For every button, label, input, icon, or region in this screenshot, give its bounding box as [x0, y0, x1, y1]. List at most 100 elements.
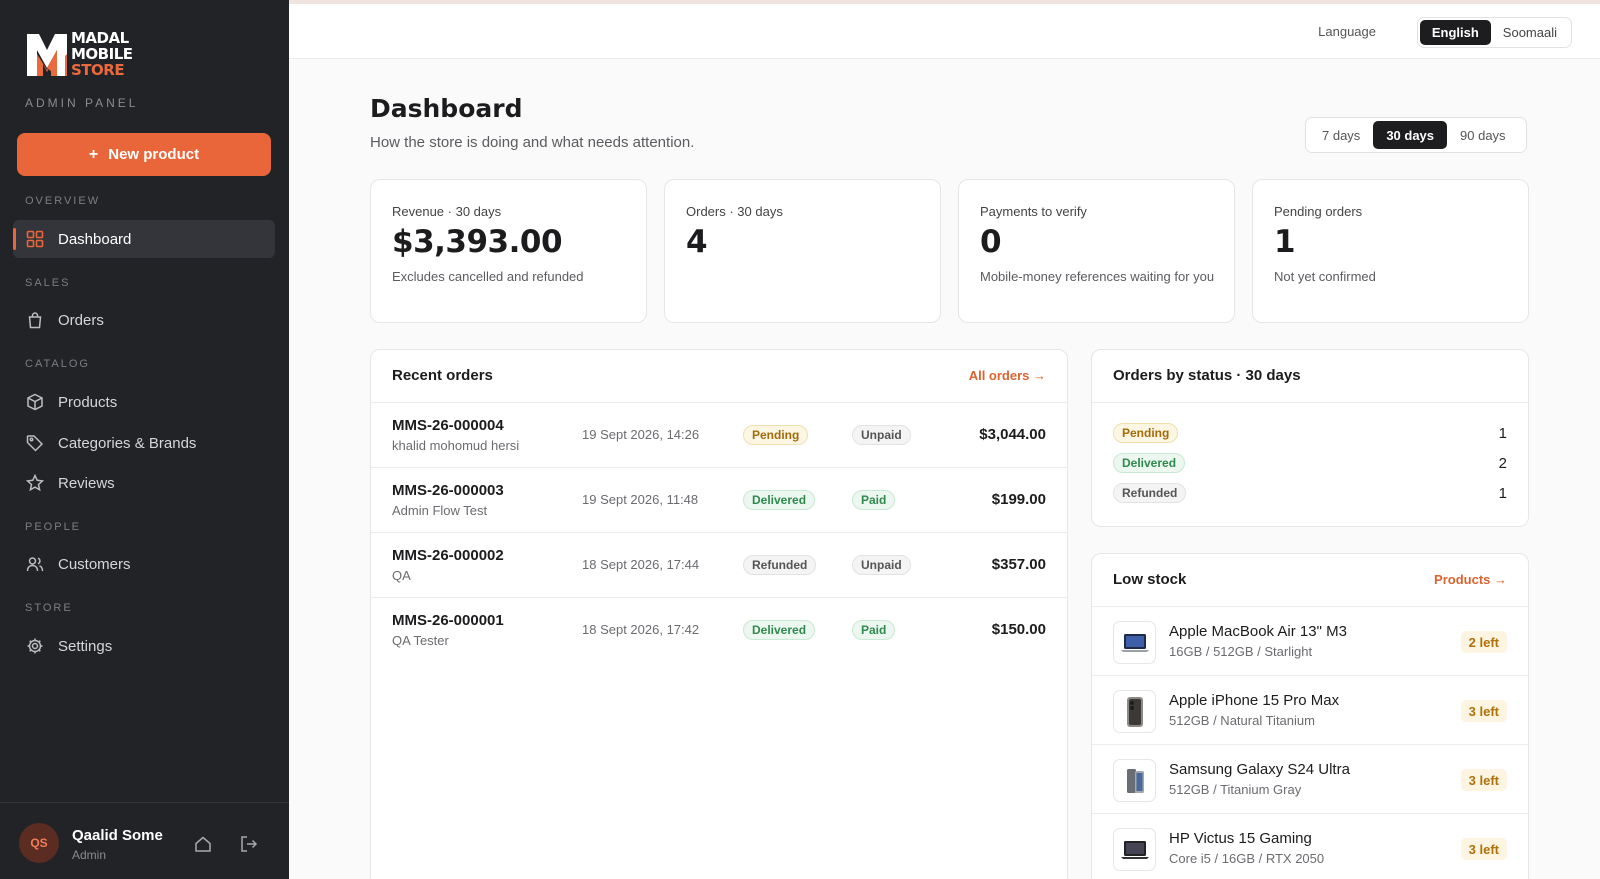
language-option-soomaali[interactable]: Soomaali [1502, 25, 1557, 40]
low-stock-title: Low stock [1113, 571, 1187, 588]
product-spec: 16GB / 512GB / Starlight [1169, 644, 1313, 659]
stat-label: Revenue · 30 days [392, 204, 502, 219]
sidebar-item-settings[interactable]: Settings [13, 627, 275, 665]
sidebar-item-categories-brands[interactable]: Categories & Brands [13, 424, 275, 462]
orders-by-status-title: Orders by status · 30 days [1113, 367, 1301, 384]
logo-text-line1: MADAL [71, 29, 129, 47]
order-amount: $199.00 [991, 491, 1046, 508]
logo-text-line2: MOBILE [71, 45, 133, 63]
logout-icon[interactable] [240, 835, 258, 853]
user-role: Admin [72, 848, 107, 862]
order-amount: $357.00 [991, 556, 1046, 573]
section-sales: SALES [25, 277, 71, 289]
list-item[interactable]: Samsung Galaxy S24 Ultra 512GB / Titaniu… [1092, 745, 1528, 814]
sidebar-item-label: Products [58, 393, 118, 411]
stat-value: 1 [1274, 224, 1296, 260]
laptop-icon [1113, 621, 1156, 664]
divider [1092, 606, 1528, 607]
stat-label: Pending orders [1274, 204, 1363, 219]
sidebar-item-products[interactable]: Products [13, 383, 275, 421]
avatar[interactable]: QS [19, 823, 59, 863]
order-date: 19 Sept 2026, 14:26 [582, 427, 700, 442]
page-title: Dashboard [370, 94, 523, 123]
sidebar-item-reviews[interactable]: Reviews [13, 464, 275, 502]
users-icon [25, 554, 45, 574]
payment-badge: Paid [852, 620, 896, 640]
language-switch: English Soomaali [1416, 17, 1572, 48]
product-name: HP Victus 15 Gaming [1169, 830, 1312, 847]
stat-note: Mobile-money references waiting for you [980, 269, 1215, 284]
stat-value: $3,393.00 [392, 224, 563, 260]
order-customer: Admin Flow Test [392, 503, 488, 518]
status-row: Delivered 2 [1113, 453, 1507, 475]
section-store: STORE [25, 602, 73, 614]
product-spec: 512GB / Titanium Gray [1169, 782, 1302, 797]
table-row[interactable]: MMS-26-000002 QA 18 Sept 2026, 17:44 Ref… [371, 533, 1067, 598]
stat-card-payments-to-verify: Payments to verify 0 Mobile-money refere… [958, 179, 1235, 323]
table-row[interactable]: MMS-26-000003 Admin Flow Test 19 Sept 20… [371, 468, 1067, 533]
gear-icon [25, 636, 45, 656]
sidebar-item-label: Orders [58, 311, 104, 329]
all-orders-link[interactable]: All orders → [968, 368, 1046, 383]
stat-value: 4 [686, 224, 708, 260]
stat-card-orders: Orders · 30 days 4 [664, 179, 941, 323]
sidebar-item-orders[interactable]: Orders [13, 301, 275, 339]
status-badge: Delivered [743, 490, 816, 510]
stock-left-badge: 2 left [1460, 631, 1507, 653]
stat-label: Payments to verify [980, 204, 1087, 219]
product-name: Apple iPhone 15 Pro Max [1169, 692, 1340, 709]
products-link[interactable]: Products → [1434, 572, 1507, 587]
new-product-label: New product [108, 146, 200, 163]
table-row[interactable]: MMS-26-000004 khalid mohomud hersi 19 Se… [371, 403, 1067, 468]
phone-icon [1113, 759, 1156, 802]
sidebar-item-dashboard[interactable]: Dashboard [13, 220, 275, 258]
range-90-days[interactable]: 90 days [1460, 127, 1506, 143]
status-row: Refunded 1 [1113, 483, 1507, 505]
language-option-english[interactable]: English [1419, 20, 1491, 45]
order-id: MMS-26-000002 [392, 547, 504, 564]
status-count: 1 [1498, 425, 1507, 442]
order-amount: $150.00 [991, 621, 1046, 638]
brand-logo[interactable]: MADAL MOBILE STORE [25, 30, 133, 78]
product-name: Apple MacBook Air 13" M3 [1169, 623, 1347, 640]
status-badge: Delivered [743, 620, 816, 640]
range-30-days[interactable]: 30 days [1373, 121, 1448, 149]
order-customer: QA [392, 568, 411, 583]
status-badge: Pending [743, 425, 809, 445]
box-icon [25, 392, 45, 412]
top-bar: Language English Soomaali [289, 0, 1600, 59]
logo-text-line3: STORE [71, 61, 125, 79]
list-item[interactable]: HP Victus 15 Gaming Core i5 / 16GB / RTX… [1092, 814, 1528, 879]
stock-left-badge: 3 left [1460, 700, 1507, 722]
admin-panel-label: ADMIN PANEL [25, 96, 139, 110]
shopping-bag-icon [25, 310, 45, 330]
stat-note: Excludes cancelled and refunded [392, 269, 584, 284]
product-spec: 512GB / Natural Titanium [1169, 713, 1315, 728]
phone-icon [1113, 690, 1156, 733]
sidebar-item-customers[interactable]: Customers [13, 545, 275, 583]
grid-icon [25, 229, 45, 249]
stat-note: Not yet confirmed [1274, 269, 1376, 284]
order-customer: khalid mohomud hersi [392, 438, 520, 453]
order-id: MMS-26-000004 [392, 417, 504, 434]
order-amount: $3,044.00 [979, 426, 1046, 443]
orders-by-status-card: Orders by status · 30 days Pending 1 Del… [1091, 349, 1529, 527]
table-row[interactable]: MMS-26-000001 QA Tester 18 Sept 2026, 17… [371, 598, 1067, 663]
home-icon[interactable] [194, 835, 212, 853]
product-name: Samsung Galaxy S24 Ultra [1169, 761, 1350, 778]
order-customer: QA Tester [392, 633, 449, 648]
status-badge: Pending [1113, 423, 1179, 443]
low-stock-card: Low stock Products → Apple MacBook Air 1… [1091, 553, 1529, 879]
payment-badge: Paid [852, 490, 896, 510]
order-date: 18 Sept 2026, 17:44 [582, 557, 700, 572]
stat-label: Orders · 30 days [686, 204, 783, 219]
recent-orders-card: Recent orders All orders → MMS-26-000004… [370, 349, 1068, 879]
user-name: Qaalid Some [72, 827, 163, 844]
range-7-days[interactable]: 7 days [1322, 127, 1361, 143]
new-product-button[interactable]: + New product [17, 133, 271, 176]
payment-badge: Unpaid [852, 555, 911, 575]
list-item[interactable]: Apple MacBook Air 13" M3 16GB / 512GB / … [1092, 607, 1528, 676]
divider [1092, 402, 1528, 403]
list-item[interactable]: Apple iPhone 15 Pro Max 512GB / Natural … [1092, 676, 1528, 745]
status-row: Pending 1 [1113, 423, 1507, 445]
